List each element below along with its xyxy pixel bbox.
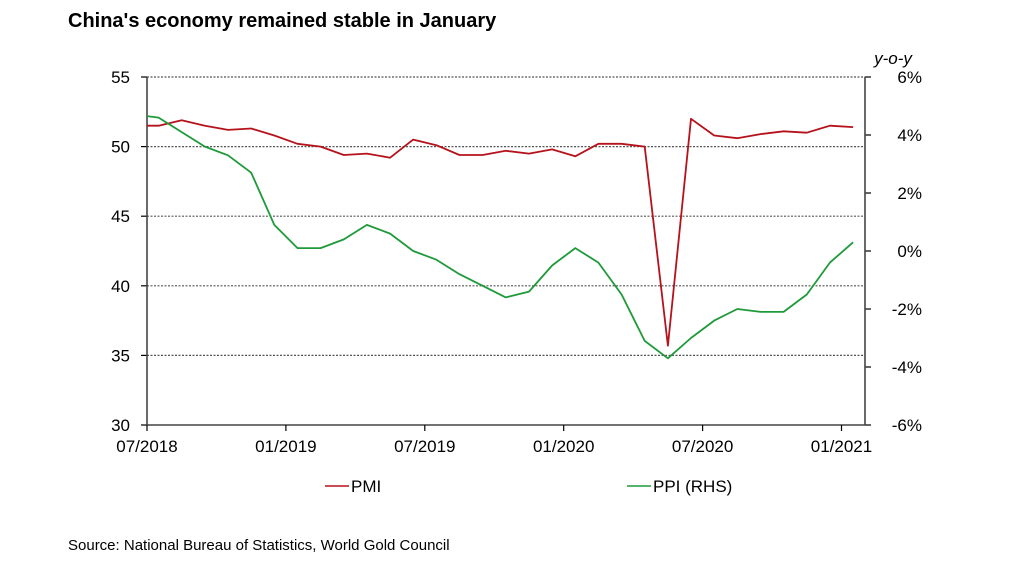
x-axis-tick-label: 07/2018	[116, 437, 177, 456]
series-line-ppi	[147, 115, 854, 360]
right-axis-tick-label: 4%	[897, 126, 922, 145]
right-axis-tick-label: 2%	[897, 184, 922, 203]
x-axis-tick-label: 07/2020	[672, 437, 733, 456]
x-axis-tick-label: 01/2020	[533, 437, 594, 456]
chart-title: China's economy remained stable in Janua…	[68, 10, 497, 32]
source-note: Source: National Bureau of Statistics, W…	[68, 537, 450, 554]
right-axis-label: y-o-y	[873, 49, 913, 68]
left-axis-tick-label: 55	[111, 68, 130, 87]
right-axis-tick-label: -6%	[892, 416, 922, 435]
legend-label-ppi: PPI (RHS)	[653, 477, 732, 496]
left-axis-tick-label: 45	[111, 207, 130, 226]
legend: PMI PPI (RHS)	[325, 477, 732, 496]
left-axis-tick-label: 40	[111, 277, 130, 296]
tick-labels: 30 35 40 45 50 55 -6% -4% -2% 0% 2% 4% 6% 07/2018 01/2…	[111, 68, 922, 456]
series-line-pmi	[147, 117, 854, 347]
gridlines	[147, 76, 865, 356]
left-axis-tick-label: 35	[111, 346, 130, 365]
right-axis-tick-label: 0%	[897, 242, 922, 261]
right-axis-tick-label: -2%	[892, 300, 922, 319]
x-axis-tick-label: 01/2021	[811, 437, 872, 456]
left-axis-tick-label: 30	[111, 416, 130, 435]
legend-label-pmi: PMI	[351, 477, 381, 496]
x-axis-tick-label: 07/2019	[394, 437, 455, 456]
x-axis-tick-label: 01/2019	[255, 437, 316, 456]
axes	[141, 76, 871, 431]
left-axis-tick-label: 50	[111, 138, 130, 157]
right-axis-tick-label: 6%	[897, 68, 922, 87]
series-group	[147, 115, 854, 360]
right-axis-tick-label: -4%	[892, 358, 922, 377]
